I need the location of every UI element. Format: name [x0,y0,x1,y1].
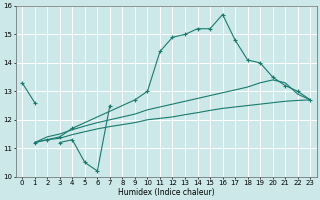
X-axis label: Humidex (Indice chaleur): Humidex (Indice chaleur) [118,188,214,197]
